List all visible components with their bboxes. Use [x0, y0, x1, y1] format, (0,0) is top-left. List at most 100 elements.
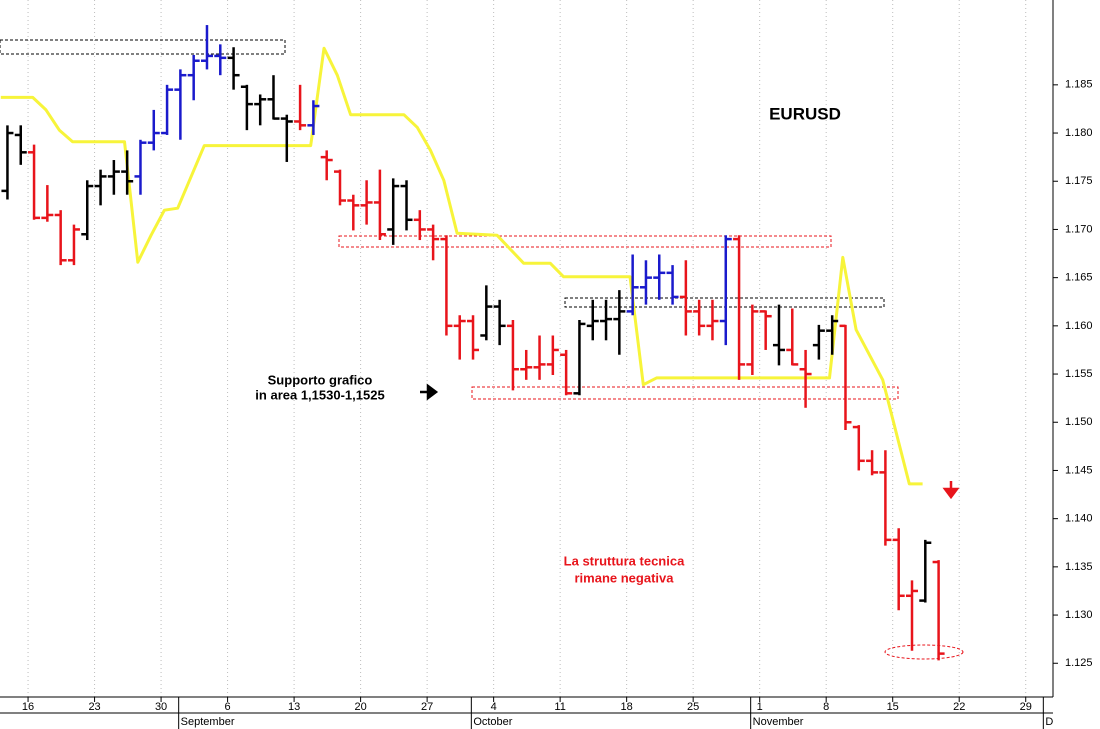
ohlc-bar	[387, 178, 400, 245]
resistance-zone	[0, 39, 286, 55]
ohlc-bar	[214, 44, 227, 76]
ohlc-bar	[799, 349, 812, 408]
ohlc-bar	[373, 169, 386, 241]
ohlc-bar	[560, 349, 573, 396]
ohlc-bar	[187, 54, 200, 101]
month-label: D	[1045, 716, 1053, 728]
x-tick-label: 16	[22, 701, 34, 713]
ohlc-bar	[54, 210, 67, 266]
x-tick-label: 22	[953, 701, 965, 713]
x-tick-label: 27	[421, 701, 433, 713]
ohlc-bar	[653, 254, 666, 300]
zone	[564, 297, 885, 308]
ohlc-bar	[121, 150, 134, 195]
y-tick-label: 1.125	[1065, 657, 1093, 669]
annotation: rimane negativa	[575, 570, 675, 585]
ohlc-bar	[360, 180, 373, 225]
x-tick-label: 25	[687, 701, 699, 713]
ohlc-bar	[679, 260, 692, 336]
ohlc-bar	[347, 194, 360, 231]
ohlc-bar	[41, 185, 54, 222]
month-label: October	[473, 716, 512, 728]
ohlc-bar	[852, 425, 865, 471]
zones	[0, 39, 964, 660]
month-label: November	[753, 716, 804, 728]
ohlc-bar	[467, 315, 480, 360]
y-tick-label: 1.155	[1065, 368, 1093, 380]
ohlc-bar	[905, 580, 918, 651]
ohlc-bar	[14, 125, 27, 165]
ohlc-bar	[480, 285, 493, 341]
ohlc-bar	[506, 320, 519, 391]
ohlc-bar	[546, 335, 559, 376]
x-tick-label: 11	[554, 701, 565, 713]
ohlc-bar	[493, 299, 506, 346]
annotation: in area 1,1530-1,1525	[255, 387, 384, 402]
x-tick-label: 29	[1020, 701, 1032, 713]
ohlc-bar	[94, 169, 107, 206]
ohlc-bar	[733, 235, 746, 380]
ohlc-bar	[81, 180, 94, 241]
ohlc-bar	[200, 25, 213, 70]
ohlc-bar	[400, 180, 413, 231]
y-tick-label: 1.150	[1065, 416, 1093, 428]
ohlc-bar	[107, 160, 120, 195]
x-tick-label: 20	[354, 701, 366, 713]
ohlc-bar	[772, 304, 785, 366]
ohlc-bar	[453, 315, 466, 360]
ohlc-bar	[427, 224, 440, 261]
x-tick-label: 4	[491, 701, 497, 713]
ohlc-bar	[227, 47, 240, 90]
ohlc-bar	[759, 310, 772, 350]
ohlc-bar	[28, 144, 41, 220]
ohlc-bar	[254, 94, 267, 126]
ohlc-bar	[719, 235, 732, 346]
ohlc-bar	[307, 100, 320, 135]
ohlc-bar	[67, 224, 80, 266]
ohlc-bar	[839, 324, 852, 430]
y-tick-label: 1.140	[1065, 513, 1093, 525]
ohlc-bar	[240, 84, 253, 131]
y-tick-label: 1.165	[1065, 272, 1093, 284]
annotation: Supporto grafico	[268, 372, 373, 387]
arrow-down	[942, 481, 960, 500]
ohlc-bar	[600, 299, 613, 341]
ohlc-bar	[746, 304, 759, 376]
ohlc-bar	[786, 308, 799, 366]
zone	[338, 235, 832, 248]
ohlc-bar	[826, 315, 839, 355]
grid	[27, 0, 1027, 697]
ohlc-bar	[706, 299, 719, 341]
ohlc-bar	[693, 299, 706, 336]
y-tick-label: 1.175	[1065, 175, 1093, 187]
annotation: La struttura tecnica	[564, 553, 685, 568]
y-tick-label: 1.180	[1065, 127, 1093, 139]
x-tick-label: 8	[823, 701, 829, 713]
ohlc-bar	[147, 109, 160, 151]
ohlc-bar	[812, 324, 825, 360]
ohlc-bar	[440, 235, 453, 336]
y-tick-label: 1.130	[1065, 609, 1093, 621]
ohlc-bar	[892, 528, 905, 611]
ohlc-bar	[294, 84, 307, 131]
bars-layer	[1, 25, 945, 661]
ohlc-bar	[134, 139, 147, 195]
ohlc-bar	[639, 260, 652, 305]
ohlc-bar	[626, 254, 639, 316]
ohlc-bar	[866, 450, 879, 476]
ohlc-bar	[334, 169, 347, 206]
y-tick-label: 1.135	[1065, 561, 1093, 573]
x-tick-label: 13	[288, 701, 300, 713]
y-tick-label: 1.185	[1065, 79, 1093, 91]
ohlc-bar	[1, 125, 14, 200]
ohlc-bar	[161, 84, 174, 135]
x-tick-label: 23	[88, 701, 100, 713]
x-tick-label: 30	[155, 701, 167, 713]
ohlc-bar	[573, 320, 586, 396]
chart-title: EURUSD	[769, 104, 841, 123]
ohlc-bar	[586, 299, 599, 341]
ohlc-bar	[267, 75, 280, 120]
ohlc-bar	[932, 560, 945, 661]
